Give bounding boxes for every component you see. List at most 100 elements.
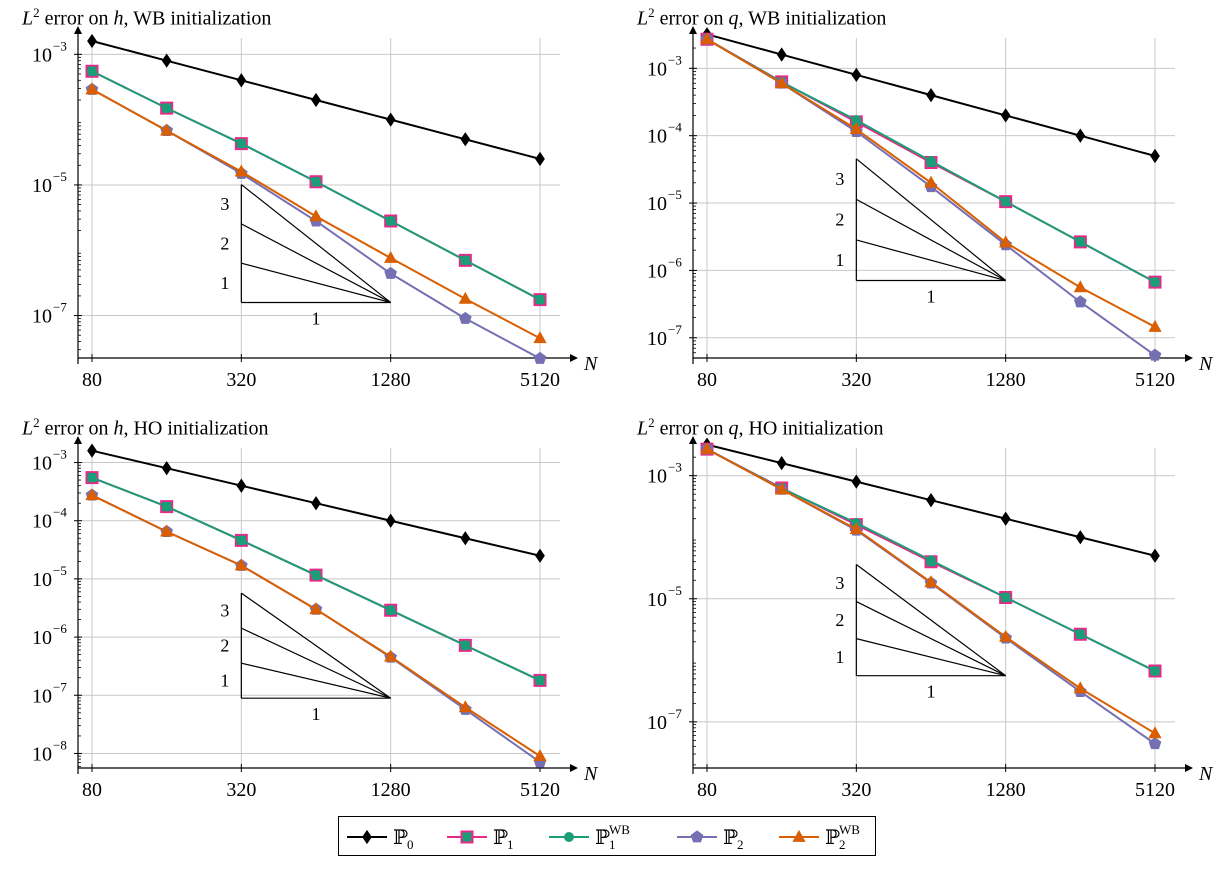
x-tick-label: 320 [226,369,256,391]
legend-subscript: 1 [609,837,616,852]
data-point [926,87,936,103]
y-tick-exponent: −4 [53,505,67,520]
data-point [311,176,321,187]
data-point [87,443,97,458]
legend: ℙ 0 ℙ 1 ℙ 1 WB ℙ 2 ℙ 2 WB [338,816,876,856]
x-tick-label: 1280 [371,369,411,391]
y-axis-arrow [74,26,82,34]
data-point [1075,530,1086,545]
legend-subscript: 0 [407,837,414,852]
data-point [309,209,323,222]
slope-label: 3 [835,573,844,593]
chart-title: L2 error on q, HO initialization [637,415,884,440]
data-point [85,82,99,95]
data-point [926,555,936,566]
legend-subscript: 1 [507,837,514,852]
slope-triangle: 3 2 1 1 [220,592,392,724]
data-point [533,351,547,364]
data-point [161,461,172,476]
slope-label: 1 [220,273,229,293]
data-point [535,675,545,686]
legend-marker [792,829,806,842]
slope-base-label: 1 [927,682,936,702]
data-point [1073,295,1087,308]
data-point [924,575,938,588]
data-point [161,103,172,114]
data-point [1148,737,1162,750]
slope-base-label: 1 [927,287,936,307]
data-point [533,749,547,762]
data-point [1150,548,1160,563]
slope-hypotenuse [240,184,392,303]
y-tick-exponent: −7 [668,322,682,337]
data-point [311,570,321,581]
data-point [385,605,396,616]
slope-label: 2 [220,636,229,656]
data-point [849,522,863,535]
y-tick-label: 10 [647,126,667,148]
data-point [385,112,396,127]
slope-hypotenuse [856,601,1006,677]
x-tick-label: 80 [697,369,717,391]
legend-subscript: 2 [839,837,846,852]
data-point [1075,128,1086,143]
y-axis-arrow [74,436,82,444]
data-point [384,250,398,263]
slope-label: 3 [220,194,229,214]
data-point [1150,666,1160,677]
data-point [1150,277,1160,288]
legend-marker [690,830,704,843]
y-tick-exponent: −7 [668,706,682,721]
slope-base-label: 1 [312,704,321,724]
x-tick-label: 5120 [1135,369,1175,391]
legend-label: ℙ [393,827,408,849]
data-point [458,291,472,304]
data-point [458,311,472,324]
data-point [85,488,99,501]
slope-hypotenuse [241,627,391,699]
legend-marker [564,832,574,842]
series-P2 [85,488,547,768]
y-tick-exponent: −8 [53,737,67,752]
slope-hypotenuse [241,223,391,304]
y-tick-label: 10 [647,589,667,611]
series-P2WB [700,442,1162,739]
data-point [460,132,471,147]
x-tick-label: 5120 [1135,779,1175,801]
grid [693,38,1175,358]
slope-label: 2 [835,610,844,630]
y-tick-exponent: −6 [668,254,682,269]
y-tick-label: 10 [647,260,667,282]
data-point [1073,681,1087,694]
data-point [999,629,1013,642]
data-point [309,602,323,615]
x-tick-label: 320 [841,779,871,801]
data-point [535,151,545,167]
legend-item-P2: ℙ2 [677,827,744,852]
x-tick-label: 80 [82,369,102,391]
slope-hypotenuse [856,239,1006,282]
x-tick-label: 80 [697,779,717,801]
data-point [1075,236,1086,247]
x-axis-label: N [583,763,599,785]
legend-label: ℙ [595,827,610,849]
data-point [1000,108,1011,123]
data-point [775,76,789,89]
legend-superscript: WB [609,822,630,837]
data-point [535,548,545,563]
y-axis-arrow [689,436,697,444]
data-point [160,123,174,136]
series-P0 [87,33,545,167]
grid [693,448,1175,768]
series-P1WB [87,472,545,686]
data-point [1148,319,1162,332]
legend-item-P0: ℙ0 [347,827,414,852]
data-point [1000,511,1011,526]
slope-label: 2 [220,234,229,254]
y-tick-label: 10 [647,193,667,215]
y-tick-label: 10 [647,328,667,350]
